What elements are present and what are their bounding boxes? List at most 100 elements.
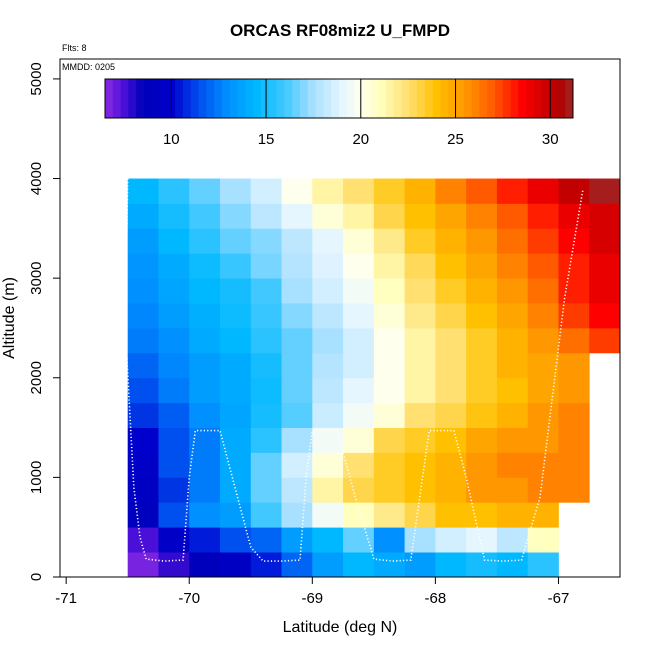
heatmap-cell bbox=[312, 527, 344, 553]
heatmap-cell bbox=[466, 203, 498, 229]
colorbar-segment bbox=[190, 79, 200, 118]
heatmap-cell bbox=[527, 253, 559, 279]
heatmap-cell bbox=[343, 552, 375, 578]
heatmap-cell bbox=[343, 327, 375, 354]
heatmap-cell bbox=[281, 278, 313, 304]
colorbar-tick-label: 20 bbox=[352, 131, 369, 148]
heatmap-cells bbox=[127, 178, 621, 578]
y-tick-label: 2000 bbox=[28, 361, 45, 394]
heatmap-cell bbox=[435, 278, 467, 304]
heatmap-cell bbox=[435, 178, 467, 204]
heatmap-cell bbox=[220, 502, 252, 528]
heatmap-cell bbox=[220, 377, 252, 404]
heatmap-cell bbox=[158, 402, 190, 428]
heatmap-cell bbox=[558, 377, 590, 404]
heatmap-cell bbox=[435, 402, 467, 428]
colorbar-segment bbox=[518, 79, 527, 118]
heatmap-cell bbox=[466, 527, 498, 553]
heatmap-cell bbox=[189, 527, 221, 553]
heatmap-cell bbox=[589, 253, 621, 279]
colorbar-segment bbox=[393, 79, 402, 118]
heatmap-cell bbox=[158, 178, 190, 204]
heatmap-cell bbox=[373, 502, 406, 528]
y-tick-label: 0 bbox=[28, 573, 45, 581]
heatmap-cell bbox=[435, 552, 467, 578]
heatmap-cell bbox=[220, 552, 252, 578]
heatmap-cell bbox=[189, 477, 221, 503]
heatmap-cell bbox=[343, 203, 375, 229]
heatmap-cell bbox=[281, 552, 313, 578]
colorbar-segment bbox=[105, 79, 114, 118]
heatmap-cell bbox=[404, 278, 436, 304]
heatmap-cell bbox=[373, 427, 406, 453]
heatmap-cell bbox=[250, 477, 282, 503]
heatmap-cell bbox=[281, 452, 313, 478]
heatmap-cell bbox=[281, 203, 313, 229]
colorbar-segment bbox=[534, 79, 543, 118]
heatmap-cell bbox=[496, 228, 529, 254]
colorbar-segment bbox=[112, 79, 122, 118]
colorbar-segment bbox=[479, 79, 488, 118]
heatmap-cell bbox=[127, 452, 159, 478]
heatmap-cell bbox=[435, 377, 467, 404]
heatmap-cell bbox=[527, 527, 559, 553]
heatmap-cell bbox=[527, 477, 559, 503]
heatmap-cell bbox=[404, 527, 436, 553]
heatmap-cell bbox=[435, 253, 467, 279]
y-tick-label: 4000 bbox=[28, 162, 45, 195]
colorbar-segment bbox=[424, 79, 434, 118]
colorbar-tick-label: 25 bbox=[447, 131, 464, 148]
heatmap-cell bbox=[527, 352, 559, 379]
colorbar-segment bbox=[448, 79, 457, 118]
heatmap-cell bbox=[404, 427, 436, 453]
colorbar-segment bbox=[378, 79, 387, 118]
heatmap-cell bbox=[189, 253, 221, 279]
heatmap-cell bbox=[158, 327, 190, 354]
colorbar-segment bbox=[268, 79, 278, 118]
heatmap-cell bbox=[496, 477, 529, 503]
x-tick-label: -71 bbox=[55, 590, 77, 607]
heatmap-cell bbox=[250, 552, 282, 578]
heatmap-cell bbox=[466, 452, 498, 478]
heatmap-cell bbox=[189, 552, 221, 578]
heatmap-cell bbox=[343, 303, 375, 329]
heatmap-cell bbox=[158, 228, 190, 254]
heatmap-cell bbox=[466, 303, 498, 329]
heatmap-cell bbox=[404, 502, 436, 528]
heatmap-cell bbox=[189, 203, 221, 229]
heatmap-cell bbox=[189, 278, 221, 304]
colorbar-segment bbox=[315, 79, 324, 118]
heatmap-cell bbox=[466, 377, 498, 404]
colorbar-segment bbox=[175, 79, 184, 118]
heatmap-cell bbox=[312, 228, 344, 254]
heatmap-cell bbox=[404, 203, 436, 229]
colorbar-segment bbox=[541, 79, 551, 118]
heatmap-cell bbox=[373, 228, 406, 254]
heatmap-cell bbox=[373, 203, 406, 229]
heatmap-cell bbox=[250, 327, 282, 354]
heatmap-cell bbox=[189, 502, 221, 528]
heatmap-cell bbox=[496, 327, 529, 354]
colorbar-segment bbox=[495, 79, 504, 118]
heatmap-cell bbox=[496, 377, 529, 404]
colorbar-segment bbox=[487, 79, 496, 118]
heatmap-cell bbox=[496, 253, 529, 279]
heatmap-cell bbox=[158, 452, 190, 478]
colorbar-segment bbox=[253, 79, 262, 118]
heatmap-cell bbox=[435, 303, 467, 329]
heatmap-cell bbox=[312, 278, 344, 304]
heatmap-cell bbox=[189, 178, 221, 204]
heatmap-cell bbox=[404, 452, 436, 478]
colorbar-segment bbox=[432, 79, 441, 118]
heatmap-cell bbox=[558, 402, 590, 428]
heatmap-cell bbox=[496, 527, 529, 553]
heatmap-cell bbox=[281, 253, 313, 279]
heatmap-cell bbox=[589, 303, 621, 329]
heatmap-cell bbox=[589, 327, 621, 354]
heatmap-cell bbox=[127, 278, 159, 304]
heatmap-cell bbox=[404, 377, 436, 404]
heatmap-cell bbox=[404, 253, 436, 279]
heatmap-cell bbox=[281, 477, 313, 503]
colorbar-segment bbox=[198, 79, 207, 118]
